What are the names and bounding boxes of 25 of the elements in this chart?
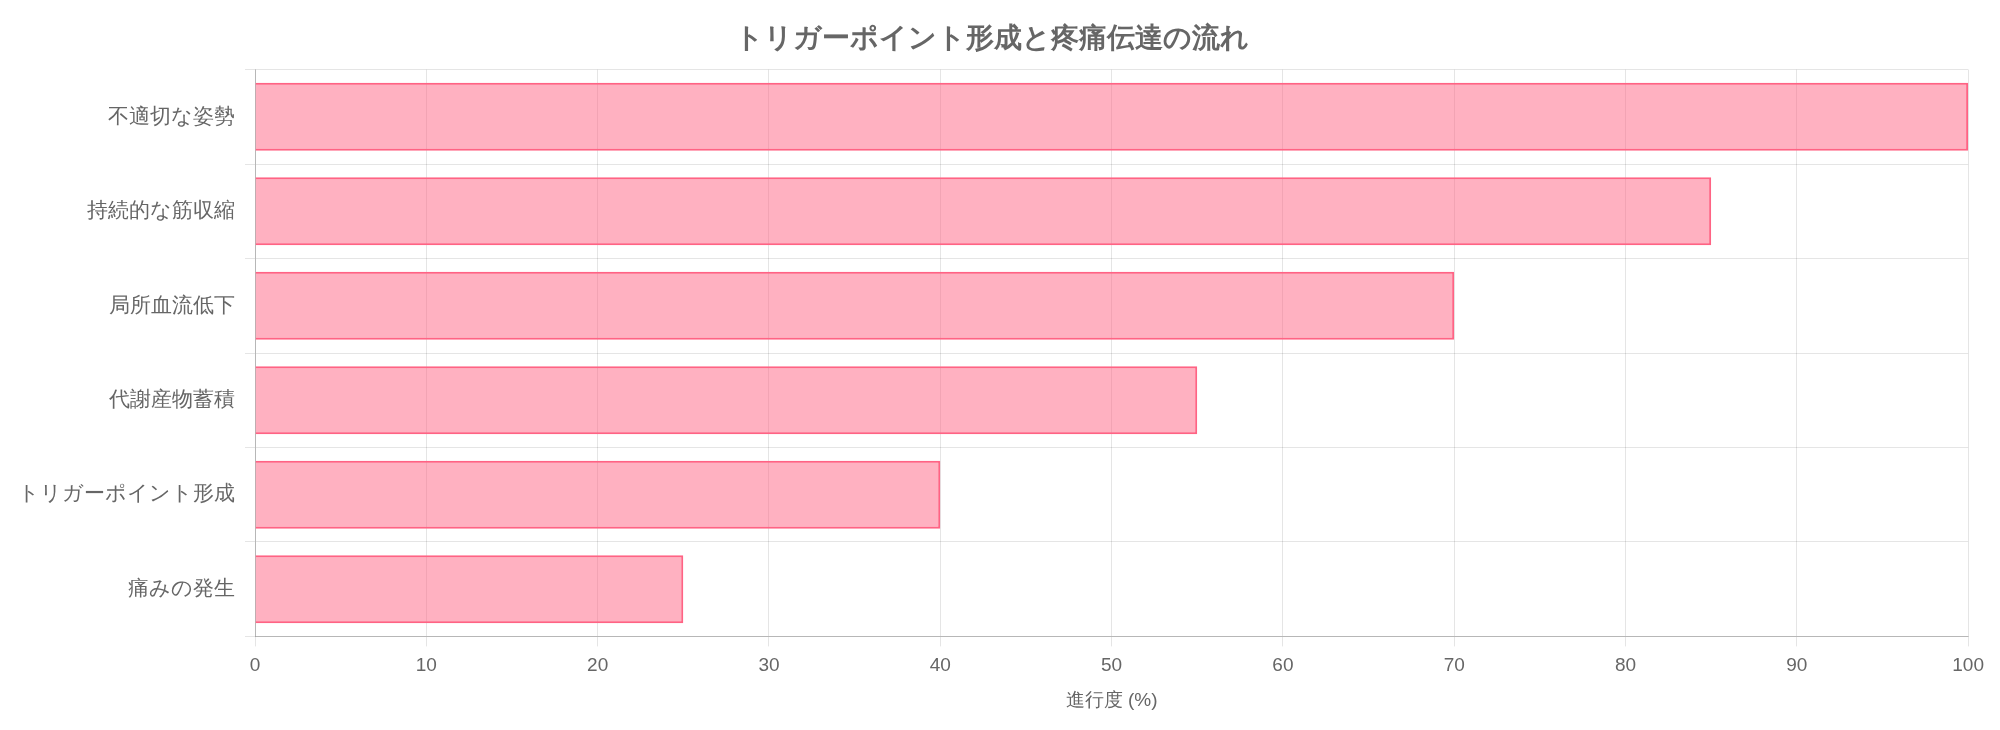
x-tick-label: 70	[1443, 654, 1465, 676]
x-tick-label: 20	[587, 654, 609, 676]
x-tick-label: 50	[1101, 654, 1123, 676]
bar	[255, 271, 1455, 340]
y-tick-label: トリガーポイント形成	[18, 481, 235, 505]
x-tick-label: 90	[1786, 654, 1808, 676]
y-tick-label: 持続的な筋収縮	[87, 198, 235, 222]
x-tick-label: 30	[758, 654, 780, 676]
y-tick-label: 痛みの発生	[128, 575, 235, 599]
x-axis-title: 進行度 (%)	[1065, 688, 1158, 710]
bar	[255, 366, 1198, 435]
bar	[255, 82, 1969, 151]
x-tick-label: 100	[1952, 654, 1984, 676]
x-tick-label: 0	[249, 654, 261, 676]
x-tick-label: 60	[1272, 654, 1294, 676]
bar	[255, 555, 684, 624]
y-tick-label: 局所血流低下	[109, 292, 235, 316]
bar	[255, 460, 941, 529]
x-tick-label: 80	[1614, 654, 1637, 676]
x-tick-label: 10	[415, 654, 437, 676]
chart-title: トリガーポイント形成と疼痛伝達の流れ	[735, 21, 1249, 53]
y-tick-label: 代謝産物蓄積	[108, 387, 235, 411]
y-tick-label: 不適切な姿勢	[108, 103, 235, 127]
x-tick-label: 40	[929, 654, 951, 676]
bar	[255, 177, 1712, 246]
